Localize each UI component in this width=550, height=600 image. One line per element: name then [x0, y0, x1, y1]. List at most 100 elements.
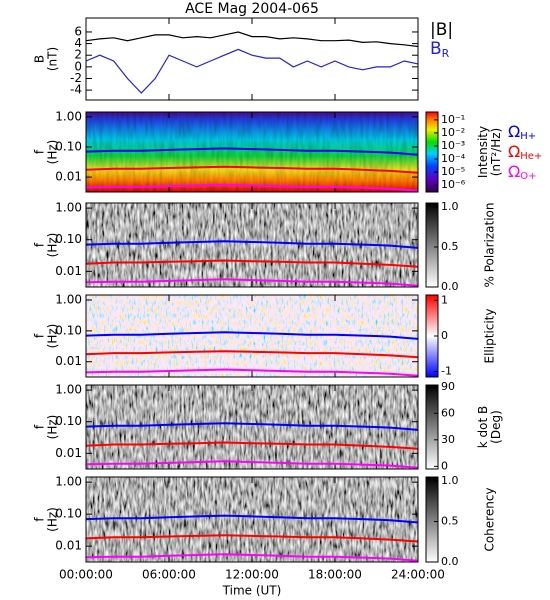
colorbar-tick-label: 90	[441, 380, 455, 393]
colorbar-tick-label: 0.5	[441, 240, 459, 253]
colorbar	[425, 202, 439, 288]
y-tick-label: 0.01	[55, 446, 82, 460]
colorbar-tick-label: 0.0	[441, 555, 459, 568]
y-tick-label: 0.10	[55, 139, 82, 153]
legend-subscript: R	[442, 47, 450, 60]
series-line	[85, 183, 419, 192]
colorbar	[425, 476, 439, 563]
y-tick-label: 1.00	[55, 201, 82, 215]
y-axis-label: f	[33, 242, 47, 247]
legend-name: Ω	[508, 142, 520, 161]
y-tick-label: 0.10	[55, 232, 82, 246]
y-tick-label: 0.01	[55, 170, 82, 184]
y-axis-label: B	[33, 55, 47, 63]
y-tick-label: 1.00	[55, 292, 82, 306]
x-tick-label: 00:00:00	[59, 568, 113, 582]
legend-label: ΩHe+	[508, 142, 542, 163]
y-axis-label: f	[33, 333, 47, 338]
y-axis-label: (Hz)	[46, 507, 60, 532]
y-tick-label: 6	[74, 24, 82, 38]
colorbar-tick-label: -1	[441, 365, 452, 378]
legend-name: Ω	[508, 122, 520, 141]
colorbar-tick-label: 10⁻¹	[441, 113, 465, 126]
colorbar-label: (Deg)	[489, 410, 503, 444]
colorbar-tick-label: 60	[441, 406, 455, 419]
y-tick-label: 0.10	[55, 414, 82, 428]
colorbar-tick-label: 0	[441, 459, 448, 472]
x-tick-label: 24:00:00	[391, 568, 445, 582]
plot-frame	[85, 294, 419, 378]
colorbar	[425, 111, 439, 193]
colorbar	[425, 384, 439, 470]
series-line	[85, 31, 419, 48]
series-line	[85, 460, 419, 469]
x-tick-label: 12:00:00	[225, 568, 279, 582]
x-tick-label: 18:00:00	[308, 568, 362, 582]
y-tick-label: 1.00	[55, 383, 82, 397]
plot-frame	[85, 202, 419, 288]
series-line	[85, 534, 419, 543]
legend-label: ΩO+	[508, 162, 536, 183]
colorbar-tick-label: 10⁻²	[441, 126, 465, 139]
x-axis-label: Time (UT)	[222, 584, 282, 598]
y-tick-label: 4	[74, 36, 82, 50]
chart-title: ACE Mag 2004-065	[185, 1, 319, 17]
colorbar-tick-label: 1.0	[441, 200, 459, 213]
series-line	[85, 514, 419, 524]
legend-label: BR	[430, 39, 450, 60]
y-axis-label: (Hz)	[46, 415, 60, 440]
y-axis-label: f	[33, 149, 47, 154]
legend-subscript: H+	[520, 131, 536, 142]
legend-label: |B|	[430, 20, 453, 40]
colorbar-label: Coherency	[483, 487, 497, 551]
series-line	[85, 331, 419, 340]
series-line	[85, 422, 419, 431]
y-tick-label: 0	[74, 59, 82, 73]
colorbar-tick-label: 30	[441, 433, 455, 446]
series-line	[85, 441, 419, 450]
x-tick-label: 06:00:00	[142, 568, 196, 582]
series-line	[85, 165, 419, 174]
colorbar-tick-label: 0	[441, 329, 448, 342]
colorbar-tick-label: 10⁻³	[441, 139, 465, 152]
colorbar-tick-label: 10⁻⁵	[441, 165, 465, 178]
plot-frame	[85, 384, 419, 470]
y-tick-label: -4	[70, 83, 82, 97]
y-tick-label: 1.00	[55, 109, 82, 123]
y-axis-label: (Hz)	[46, 233, 60, 258]
series-line	[85, 147, 419, 156]
series-line	[85, 553, 419, 562]
colorbar-tick-label: 1	[441, 293, 448, 306]
y-axis-label: f	[33, 424, 47, 429]
y-tick-label: 0.10	[55, 323, 82, 337]
y-tick-label: 0.01	[55, 539, 82, 553]
series-line	[85, 259, 419, 268]
colorbar-tick-label: 10⁻⁶	[441, 178, 466, 191]
y-tick-label: 0.01	[55, 354, 82, 368]
colorbar-label: (nT²/Hz)	[489, 128, 503, 176]
y-axis-label: f	[33, 517, 47, 522]
colorbar-label: Intensity	[476, 126, 490, 178]
colorbar-label: % Polarization	[483, 203, 497, 288]
plot-frame	[85, 17, 419, 101]
legend-subscript: He+	[520, 151, 542, 162]
colorbar-tick-label: 0.5	[441, 515, 459, 528]
legend-name: |B|	[430, 20, 453, 40]
y-tick-label: 0.10	[55, 507, 82, 521]
colorbar-label: k dot B	[476, 406, 490, 448]
y-tick-label: 2	[74, 48, 82, 62]
series-line	[85, 240, 419, 249]
legend-subscript: O+	[520, 171, 536, 182]
y-axis-label: (nT)	[46, 47, 60, 71]
colorbar-tick-label: 1.0	[441, 474, 459, 487]
legend-name: B	[430, 39, 442, 59]
series-line	[85, 368, 419, 377]
y-tick-label: 1.00	[55, 475, 82, 489]
series-line	[85, 350, 419, 359]
colorbar-tick-label: 10⁻⁴	[441, 152, 466, 165]
plot-frame	[85, 111, 419, 193]
series-line	[85, 48, 419, 94]
y-axis-label: (Hz)	[46, 140, 60, 165]
y-tick-label: 0.01	[55, 264, 82, 278]
